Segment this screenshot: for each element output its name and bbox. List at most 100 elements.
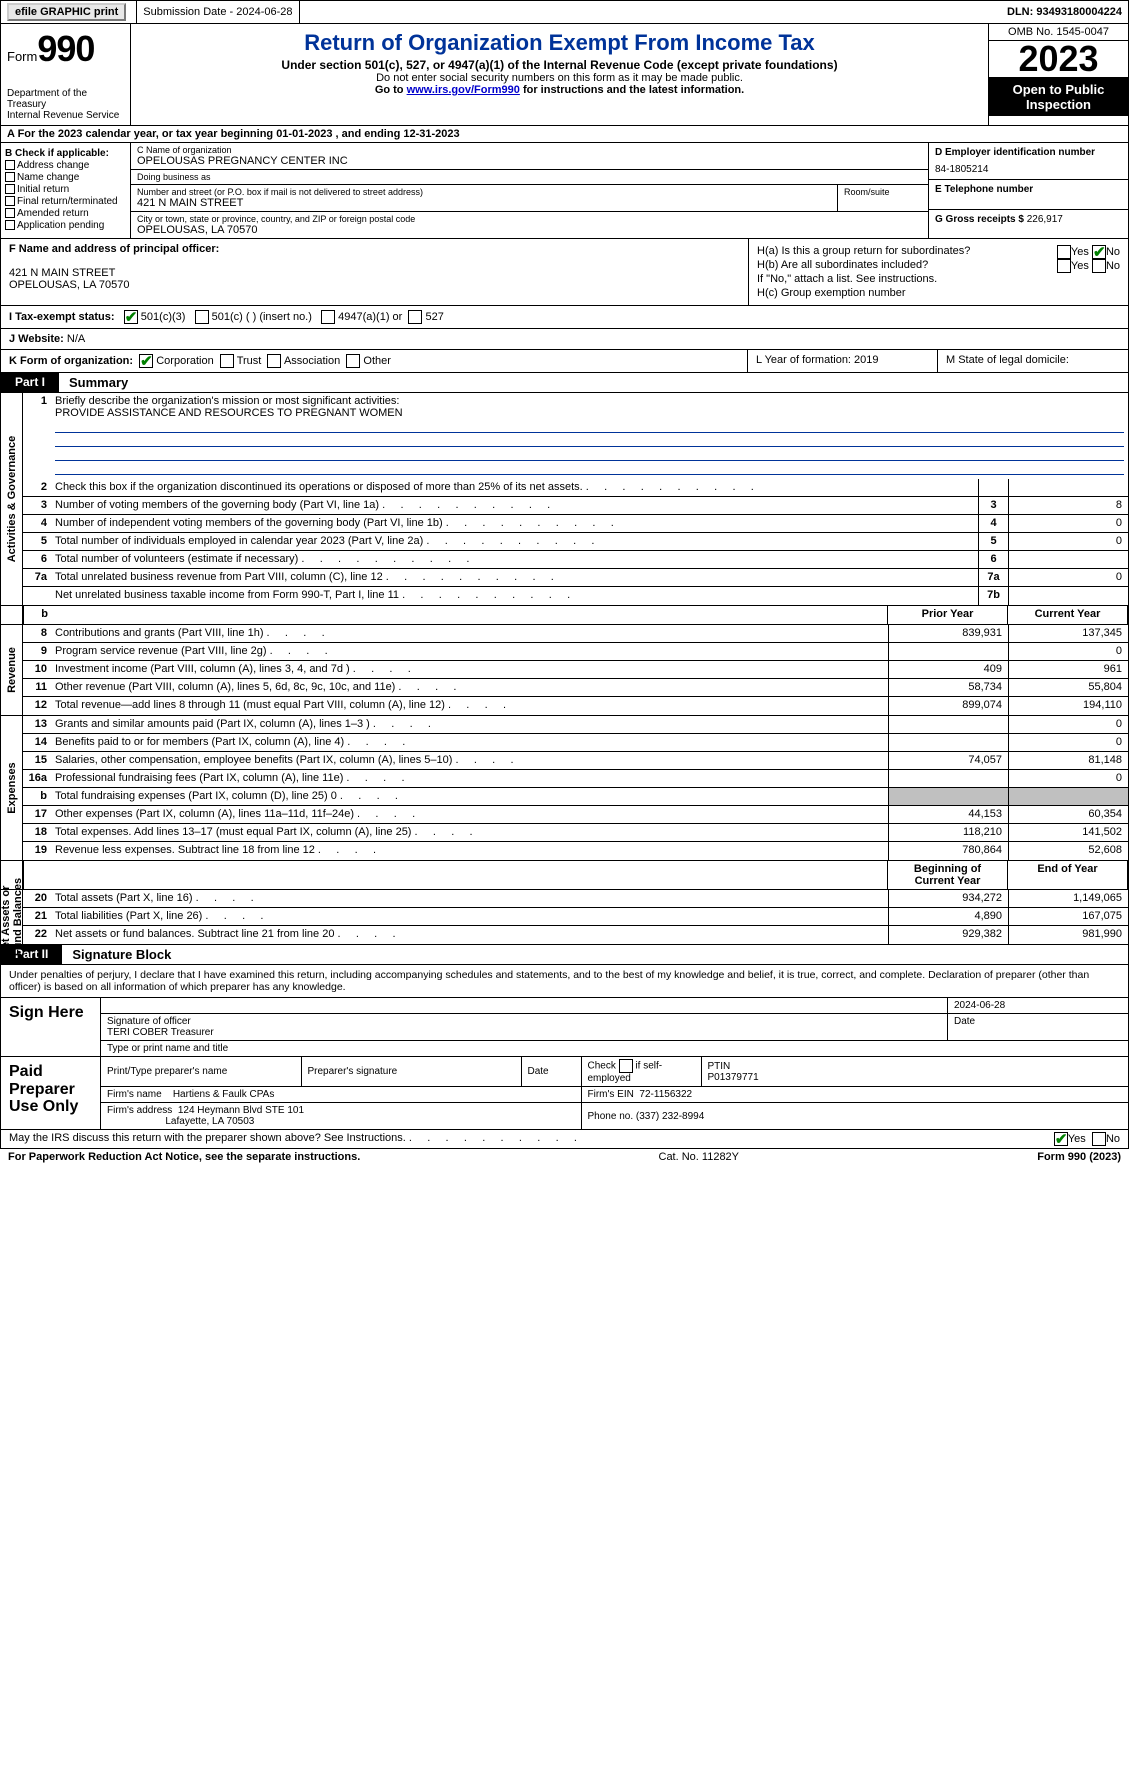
col-prior-year: Prior Year bbox=[887, 606, 1007, 624]
summary-line: 3Number of voting members of the governi… bbox=[23, 497, 1128, 515]
discuss-no[interactable] bbox=[1092, 1132, 1106, 1146]
summary-line: 16aProfessional fundraising fees (Part I… bbox=[23, 770, 1128, 788]
ein-cell: D Employer identification number 84-1805… bbox=[929, 143, 1128, 180]
na-header-row: Beginning of Current Year End of Year bbox=[0, 861, 1129, 890]
row-klm: K Form of organization: Corporation Trus… bbox=[0, 350, 1129, 373]
form-number: 990 bbox=[37, 28, 94, 69]
summary-line: bTotal fundraising expenses (Part IX, co… bbox=[23, 788, 1128, 806]
chk-527[interactable] bbox=[408, 310, 422, 324]
form-word: Form bbox=[7, 49, 37, 64]
efile-cell: efile GRAPHIC print bbox=[1, 1, 137, 23]
summary-line: 12Total revenue—add lines 8 through 11 (… bbox=[23, 697, 1128, 715]
summary-line: 18Total expenses. Add lines 13–17 (must … bbox=[23, 824, 1128, 842]
chk-address-change[interactable] bbox=[5, 160, 15, 170]
street-address: 421 N MAIN STREET bbox=[137, 197, 831, 209]
phone-cell: E Telephone number bbox=[929, 180, 1128, 210]
discuss-yes[interactable] bbox=[1054, 1132, 1068, 1146]
h-block: H(a) Is this a group return for subordin… bbox=[748, 239, 1128, 305]
tax-year: 2023 bbox=[989, 41, 1128, 78]
sig-date: 2024-06-28 bbox=[948, 998, 1128, 1013]
street-row: Number and street (or P.O. box if mail i… bbox=[131, 185, 928, 212]
ha-no[interactable] bbox=[1092, 245, 1106, 259]
chk-4947[interactable] bbox=[321, 310, 335, 324]
topbar: efile GRAPHIC print Submission Date - 20… bbox=[0, 0, 1129, 24]
part-i-title: Summary bbox=[59, 373, 138, 392]
vtab-ag: Activities & Governance bbox=[1, 393, 23, 605]
irs-link[interactable]: www.irs.gov/Form990 bbox=[407, 84, 520, 96]
summary-line: 13Grants and similar amounts paid (Part … bbox=[23, 716, 1128, 734]
dba-cell: Doing business as bbox=[131, 170, 928, 185]
hb-yes[interactable] bbox=[1057, 259, 1071, 273]
firm-address-2: Lafayette, LA 70503 bbox=[165, 1116, 254, 1127]
website-value: N/A bbox=[67, 333, 85, 345]
cat-no: Cat. No. 11282Y bbox=[360, 1151, 1037, 1163]
chk-corp[interactable] bbox=[139, 354, 153, 368]
subtitle-3: Go to www.irs.gov/Form990 for instructio… bbox=[139, 84, 980, 96]
hdr-right: OMB No. 1545-0047 2023 Open to Public In… bbox=[988, 24, 1128, 125]
chk-initial-return[interactable] bbox=[5, 184, 15, 194]
officer-sig-line: Signature of officer TERI COBER Treasure… bbox=[101, 1014, 948, 1040]
rev-header-row: b Prior Year Current Year bbox=[0, 606, 1129, 625]
fh-block: F Name and address of principal officer:… bbox=[0, 239, 1129, 306]
efile-button[interactable]: efile GRAPHIC print bbox=[7, 3, 126, 21]
vtab-expenses: Expenses bbox=[1, 716, 23, 860]
col-c: C Name of organization OPELOUSAS PREGNAN… bbox=[131, 143, 928, 238]
chk-trust[interactable] bbox=[220, 354, 234, 368]
summary-line: Net unrelated business taxable income fr… bbox=[23, 587, 1128, 605]
hdr-mid: Return of Organization Exempt From Incom… bbox=[131, 24, 988, 125]
part-ii-header: Part II Signature Block bbox=[0, 945, 1129, 965]
chk-501c[interactable] bbox=[195, 310, 209, 324]
firm-phone: (337) 232-8994 bbox=[636, 1111, 704, 1122]
dln: DLN: 93493180004224 bbox=[1001, 1, 1128, 23]
city-state-zip: OPELOUSAS, LA 70570 bbox=[137, 224, 922, 236]
summary-line: 15Salaries, other compensation, employee… bbox=[23, 752, 1128, 770]
form-header: Form990 Department of the Treasury Inter… bbox=[0, 24, 1129, 126]
discuss-row: May the IRS discuss this return with the… bbox=[0, 1130, 1129, 1149]
section-revenue: Revenue 8Contributions and grants (Part … bbox=[0, 625, 1129, 716]
city-cell: City or town, state or province, country… bbox=[131, 212, 928, 238]
submission-date: Submission Date - 2024-06-28 bbox=[137, 1, 299, 23]
open-to-public: Open to Public Inspection bbox=[989, 78, 1128, 116]
row-m: M State of legal domicile: bbox=[938, 350, 1128, 372]
ptin: P01379771 bbox=[708, 1072, 759, 1083]
firm-name: Hartiens & Faulk CPAs bbox=[173, 1089, 275, 1100]
col-current-year: Current Year bbox=[1007, 606, 1127, 624]
ha-row: H(a) Is this a group return for subordin… bbox=[757, 245, 1120, 257]
chk-501c3[interactable] bbox=[124, 310, 138, 324]
perjury-statement: Under penalties of perjury, I declare th… bbox=[1, 965, 1128, 998]
paperwork-notice: For Paperwork Reduction Act Notice, see … bbox=[8, 1151, 360, 1163]
subtitle-2: Do not enter social security numbers on … bbox=[139, 72, 980, 84]
row-j: J Website: N/A bbox=[0, 329, 1129, 350]
summary-line: 5Total number of individuals employed in… bbox=[23, 533, 1128, 551]
form-ref: Form 990 (2023) bbox=[1037, 1151, 1121, 1163]
summary-line: 7aTotal unrelated business revenue from … bbox=[23, 569, 1128, 587]
hb-no[interactable] bbox=[1092, 259, 1106, 273]
page-footer: For Paperwork Reduction Act Notice, see … bbox=[0, 1149, 1129, 1165]
chk-name-change[interactable] bbox=[5, 172, 15, 182]
hdr-left: Form990 Department of the Treasury Inter… bbox=[1, 24, 131, 125]
chk-self-employed[interactable] bbox=[619, 1059, 633, 1073]
section-expenses: Expenses 13Grants and similar amounts pa… bbox=[0, 716, 1129, 861]
dept-treasury: Department of the Treasury Internal Reve… bbox=[7, 88, 124, 121]
chk-assoc[interactable] bbox=[267, 354, 281, 368]
chk-final-return[interactable] bbox=[5, 196, 15, 206]
chk-app-pending[interactable] bbox=[5, 220, 15, 230]
part-i-header: Part I Summary bbox=[0, 373, 1129, 393]
row-l: L Year of formation: 2019 bbox=[748, 350, 938, 372]
summary-line: 9Program service revenue (Part VIII, lin… bbox=[23, 643, 1128, 661]
principal-officer: F Name and address of principal officer:… bbox=[1, 239, 748, 305]
ein-value: 84-1805214 bbox=[935, 164, 1122, 175]
mission-text: PROVIDE ASSISTANCE AND RESOURCES TO PREG… bbox=[55, 407, 403, 419]
signature-block: Under penalties of perjury, I declare th… bbox=[0, 965, 1129, 1057]
ha-yes[interactable] bbox=[1057, 245, 1071, 259]
paid-preparer-block: Paid Preparer Use Only Print/Type prepar… bbox=[0, 1057, 1129, 1130]
chk-other[interactable] bbox=[346, 354, 360, 368]
gross-receipts-cell: G Gross receipts $ 226,917 bbox=[929, 210, 1128, 239]
firm-address-1: 124 Heymann Blvd STE 101 bbox=[178, 1105, 304, 1116]
line-1: Briefly describe the organization's miss… bbox=[51, 393, 1128, 479]
summary-line: 17Other expenses (Part IX, column (A), l… bbox=[23, 806, 1128, 824]
summary-line: 22Net assets or fund balances. Subtract … bbox=[23, 926, 1128, 944]
org-name: OPELOUSAS PREGNANCY CENTER INC bbox=[137, 155, 922, 167]
gross-receipts: 226,917 bbox=[1027, 214, 1063, 225]
chk-amended[interactable] bbox=[5, 208, 15, 218]
